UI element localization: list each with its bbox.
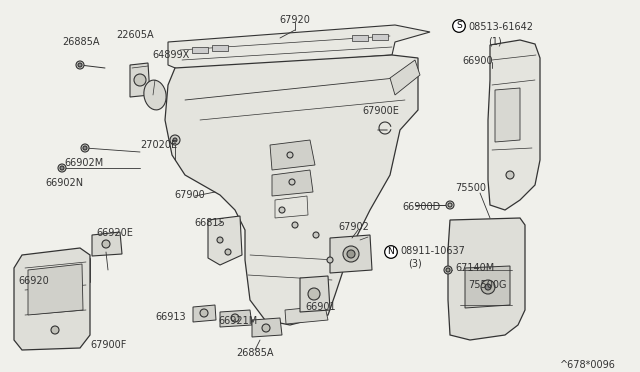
Text: 66902M: 66902M (64, 158, 103, 168)
Text: ^678*0096: ^678*0096 (560, 360, 616, 370)
Polygon shape (28, 264, 83, 315)
Text: 64899X: 64899X (152, 50, 189, 60)
Text: 26885A: 26885A (236, 348, 274, 358)
Circle shape (262, 324, 270, 332)
Circle shape (81, 144, 89, 152)
Text: 66920: 66920 (18, 276, 49, 286)
Polygon shape (270, 140, 315, 170)
Text: N: N (388, 247, 394, 257)
Polygon shape (352, 35, 368, 41)
Text: (1): (1) (488, 36, 502, 46)
Circle shape (231, 314, 239, 322)
Text: 67900E: 67900E (362, 106, 399, 116)
Text: 66901: 66901 (305, 302, 335, 312)
Polygon shape (495, 88, 520, 142)
Polygon shape (390, 60, 420, 95)
Text: 08911-10637: 08911-10637 (400, 246, 465, 256)
Circle shape (170, 135, 180, 145)
Text: 66815: 66815 (194, 218, 225, 228)
Circle shape (485, 284, 491, 290)
Circle shape (83, 146, 87, 150)
Circle shape (444, 266, 452, 274)
Text: 75500G: 75500G (468, 280, 506, 290)
Circle shape (327, 257, 333, 263)
Polygon shape (130, 63, 150, 97)
Circle shape (446, 201, 454, 209)
Text: S: S (456, 22, 462, 31)
Polygon shape (300, 276, 330, 312)
Circle shape (481, 280, 495, 294)
Circle shape (343, 246, 359, 262)
Text: 67900: 67900 (174, 190, 205, 200)
Circle shape (279, 207, 285, 213)
Polygon shape (92, 232, 122, 256)
Circle shape (289, 179, 295, 185)
Circle shape (313, 232, 319, 238)
Text: (3): (3) (408, 258, 422, 268)
Polygon shape (448, 218, 525, 340)
Text: 22605A: 22605A (116, 30, 154, 40)
Text: 26885A: 26885A (62, 37, 99, 47)
Circle shape (292, 222, 298, 228)
Polygon shape (14, 248, 90, 350)
Polygon shape (193, 305, 216, 322)
Text: 67900F: 67900F (90, 340, 126, 350)
Polygon shape (208, 216, 242, 265)
Polygon shape (212, 45, 228, 51)
Ellipse shape (144, 80, 166, 110)
Text: 66913: 66913 (155, 312, 186, 322)
Text: 66900: 66900 (462, 56, 493, 66)
Circle shape (217, 237, 223, 243)
Circle shape (446, 268, 450, 272)
Polygon shape (465, 266, 510, 308)
Circle shape (200, 309, 208, 317)
Polygon shape (272, 170, 313, 196)
Text: 67920: 67920 (280, 15, 310, 25)
Circle shape (134, 74, 146, 86)
Text: 75500: 75500 (455, 183, 486, 193)
Polygon shape (192, 47, 208, 53)
Circle shape (506, 171, 514, 179)
Text: 66900D: 66900D (402, 202, 440, 212)
Polygon shape (488, 40, 540, 210)
Text: 67140M: 67140M (455, 263, 494, 273)
Circle shape (225, 249, 231, 255)
Circle shape (308, 288, 320, 300)
Circle shape (102, 240, 110, 248)
Polygon shape (220, 310, 252, 327)
Polygon shape (285, 306, 328, 324)
Text: 66920E: 66920E (96, 228, 133, 238)
Text: 66921M: 66921M (218, 316, 257, 326)
Circle shape (448, 203, 452, 207)
Circle shape (173, 138, 177, 142)
Text: 66902N: 66902N (45, 178, 83, 188)
Circle shape (58, 164, 66, 172)
Polygon shape (252, 318, 282, 337)
Text: 67902: 67902 (338, 222, 369, 232)
Circle shape (60, 166, 64, 170)
Circle shape (347, 250, 355, 258)
Polygon shape (372, 34, 388, 40)
Circle shape (78, 63, 82, 67)
Circle shape (287, 152, 293, 158)
Polygon shape (168, 25, 430, 70)
Polygon shape (330, 235, 372, 273)
Circle shape (51, 326, 59, 334)
Text: 27020E: 27020E (140, 140, 177, 150)
Text: 08513-61642: 08513-61642 (468, 22, 533, 32)
Circle shape (76, 61, 84, 69)
Polygon shape (165, 55, 418, 325)
